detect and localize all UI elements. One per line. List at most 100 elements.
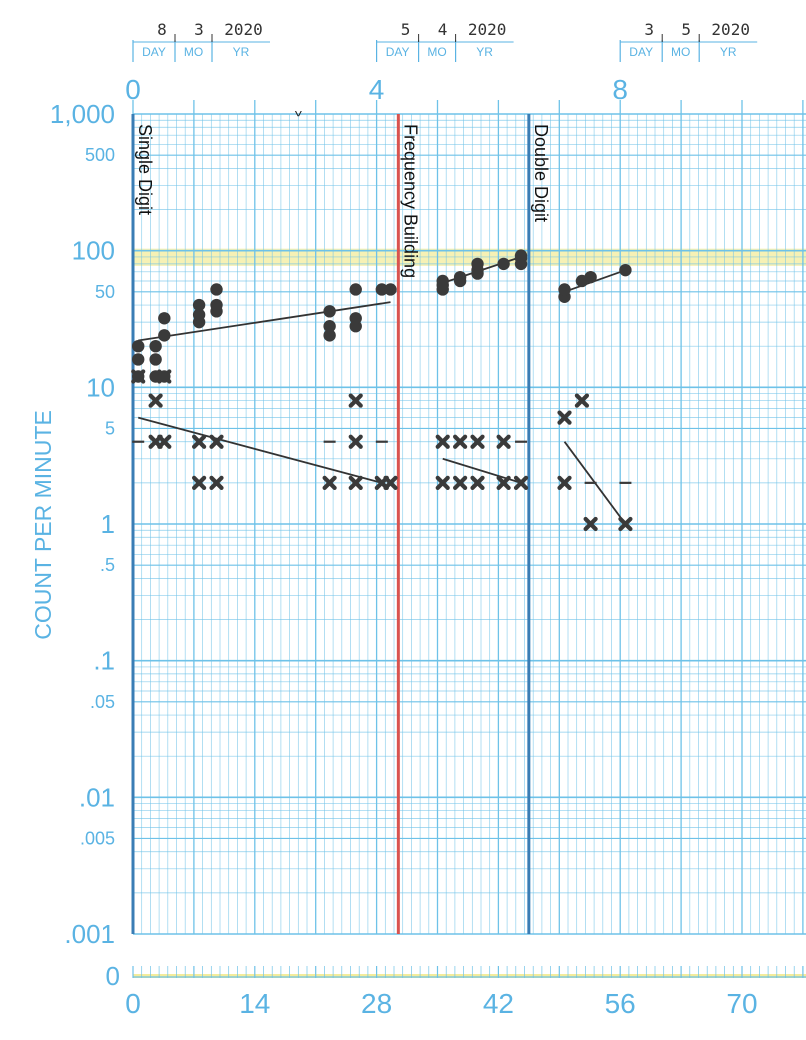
error-x-stroke: [583, 516, 598, 532]
error-x-stroke: [435, 434, 450, 449]
week-tick-label: 0: [125, 74, 141, 105]
error-x-stroke: [131, 369, 146, 384]
y-tick-label: 1: [101, 509, 115, 539]
date-value: 2020: [711, 20, 750, 39]
zero-row-band: [133, 974, 806, 978]
date-sublabel: YR: [720, 45, 737, 59]
error-x-mark: [453, 434, 468, 449]
error-x-mark: [557, 475, 572, 490]
correct-dot: [210, 298, 223, 312]
error-x-stroke: [209, 434, 224, 449]
y-axis-title: COUNT PER MINUTE: [30, 410, 56, 640]
error-x-mark: [322, 475, 337, 490]
date-value: 2020: [224, 20, 263, 39]
y-tick-label: .1: [93, 646, 115, 676]
correct-dot: [375, 283, 389, 296]
y-tick-label: 1,000: [50, 99, 115, 129]
error-x-stroke: [348, 475, 363, 490]
error-x-mark: [348, 475, 363, 490]
correct-dot: [323, 305, 336, 318]
error-x-mark: [470, 475, 485, 490]
correct-dot: [132, 339, 145, 353]
error-x-mark: [574, 393, 590, 408]
correct-dot: [453, 270, 467, 284]
correct-dot: [514, 249, 528, 262]
error-x-stroke: [157, 434, 172, 449]
correct-dot: [158, 329, 171, 342]
error-x-mark: [148, 393, 163, 408]
date-sublabel: YR: [233, 45, 250, 59]
x-tick-label: 0: [125, 988, 141, 1019]
x-tick-label: 42: [483, 988, 514, 1019]
week-axis: 0 4 8 ^: [125, 74, 628, 119]
date-headers: 8 DAY 3 MO 2020 YR 5 DAY 4 MO 2020 YR 3 DAY 5 MO 2020 YR: [132, 20, 758, 62]
error-x-stroke: [618, 516, 633, 532]
correct-dot: [192, 298, 206, 312]
week-tick-label: 8: [612, 74, 628, 105]
data-marks: [131, 249, 633, 532]
correct-dot: [349, 283, 362, 296]
top-marker: ^: [295, 102, 302, 119]
correct-dot: [497, 257, 510, 271]
error-x-stroke: [453, 475, 468, 490]
x-tick-label: 14: [239, 988, 270, 1019]
y-tick-label: 10: [86, 372, 115, 402]
error-x-mark: [470, 434, 485, 449]
error-x-mark: [583, 516, 598, 532]
error-x-mark: [192, 434, 207, 449]
date-value: 8: [157, 20, 167, 39]
phase-label: Double Digit: [531, 124, 551, 222]
correct-dot: [158, 312, 171, 325]
correct-dot: [210, 283, 223, 296]
error-x-stroke: [496, 434, 511, 449]
error-x-stroke: [383, 475, 398, 490]
phase-label: Frequency Building: [400, 124, 420, 278]
error-x-stroke: [322, 475, 337, 490]
zero-row-strip: 0: [106, 961, 806, 991]
y-tick-label: .001: [64, 919, 115, 949]
date-value: 5: [681, 20, 691, 39]
error-x-mark: [435, 434, 450, 449]
correct-dot: [619, 263, 632, 277]
y-tick-label: 5: [105, 418, 115, 438]
y-tick-label: .005: [80, 828, 115, 848]
error-x-mark: [453, 475, 468, 490]
error-x-mark: [348, 393, 363, 408]
error-x-mark: [131, 369, 146, 384]
error-x-mark: [192, 475, 207, 490]
date-header: 5 DAY 4 MO 2020 YR: [376, 20, 514, 62]
correct-dot: [323, 320, 336, 333]
error-x-stroke: [192, 475, 207, 490]
error-x-stroke: [209, 475, 224, 490]
correct-dot: [384, 283, 397, 296]
date-sublabel: MO: [427, 45, 446, 59]
date-sublabel: DAY: [142, 45, 166, 59]
y-tick-label: 500: [85, 145, 115, 165]
error-x-stroke: [574, 393, 590, 408]
date-sublabel: MO: [671, 45, 690, 59]
y-tick-label: 100: [72, 236, 115, 266]
error-x-stroke: [470, 475, 485, 490]
phase-lines: Single Digit Frequency Building Double Dig…: [131, 114, 551, 934]
error-x-stroke: [157, 369, 172, 384]
correct-dot: [471, 257, 484, 271]
error-x-mark: [513, 475, 529, 490]
x-tick-label: 56: [605, 988, 636, 1019]
error-x-stroke: [348, 393, 363, 408]
correct-dot: [349, 312, 362, 325]
error-x-mark: [496, 434, 511, 449]
error-x-mark: [209, 475, 224, 490]
error-x-stroke: [470, 434, 485, 449]
error-x-mark: [435, 475, 450, 490]
chart-grid: [132, 100, 806, 935]
date-value: 3: [644, 20, 654, 39]
error-x-mark: [496, 475, 511, 490]
error-x-mark: [557, 410, 572, 425]
y-tick-label: .5: [100, 555, 115, 575]
date-value: 5: [401, 20, 411, 39]
x-tick-label: 28: [361, 988, 392, 1019]
correct-dot: [323, 329, 336, 342]
date-header: 8 DAY 3 MO 2020 YR: [132, 20, 270, 62]
date-value: 2020: [468, 20, 507, 39]
